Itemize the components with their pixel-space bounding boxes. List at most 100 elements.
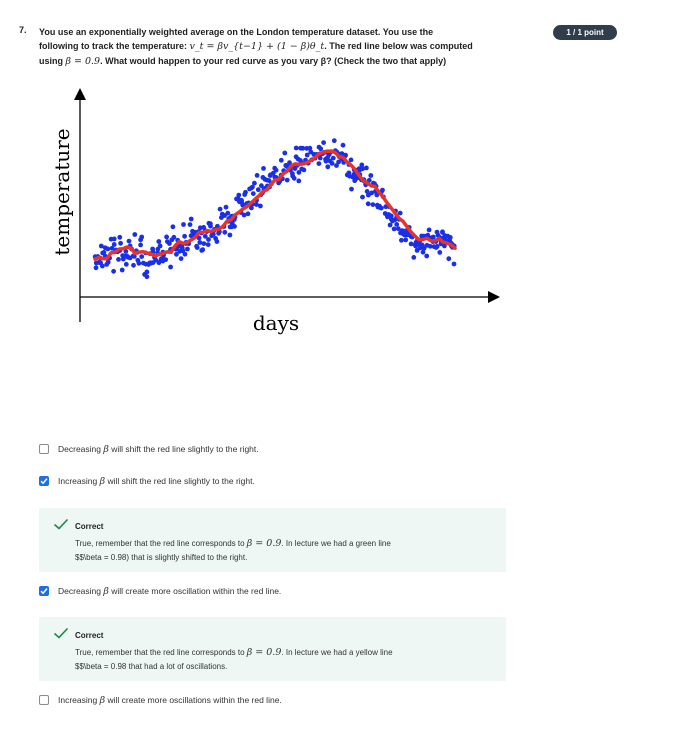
temperature-point xyxy=(144,269,150,275)
scatter-points xyxy=(92,138,457,280)
temperature-point xyxy=(316,161,322,166)
question-text: You use an exponentially weighted averag… xyxy=(39,25,509,69)
temperature-point xyxy=(163,257,169,262)
x-axis-arrow xyxy=(488,291,500,303)
option-decrease-beta-more-oscillation[interactable]: Decreasing β will create more oscillatio… xyxy=(39,584,281,598)
temperature-point xyxy=(118,240,123,246)
temperature-point xyxy=(217,206,223,212)
temperature-point xyxy=(245,211,251,217)
temperature-point xyxy=(200,247,206,253)
checkbox-option-4[interactable] xyxy=(39,695,49,705)
x-axis-label: days xyxy=(253,311,299,335)
temperature-point xyxy=(236,192,242,198)
temperature-point xyxy=(131,254,137,259)
red-ewa-line xyxy=(93,149,457,261)
option-1-label-prefix: Decreasing xyxy=(58,443,104,454)
feedback-line-1: True, remember that the red line corresp… xyxy=(75,537,495,551)
temperature-point xyxy=(403,237,409,243)
temperature-point xyxy=(451,261,457,267)
temperature-point xyxy=(197,240,203,245)
checkbox-option-2[interactable] xyxy=(39,476,49,486)
temperature-point xyxy=(427,243,433,249)
temperature-point xyxy=(370,202,376,207)
temperature-point xyxy=(293,145,299,151)
question-line-1: You use an exponentially weighted averag… xyxy=(39,27,434,37)
temperature-point xyxy=(255,187,261,193)
temperature-point xyxy=(336,159,341,165)
question-line-2: following to track the temperature: v_t … xyxy=(39,39,509,54)
temperature-point xyxy=(388,213,394,219)
temperature-point xyxy=(188,216,194,222)
temperature-point xyxy=(123,261,129,267)
temperature-point xyxy=(360,166,366,172)
temperature-point xyxy=(364,189,370,194)
temperature-point xyxy=(105,259,111,265)
temperature-point xyxy=(296,170,302,175)
temperature-point xyxy=(182,233,188,239)
beta-value: β = 0.9 xyxy=(246,538,282,549)
temperature-point xyxy=(304,152,310,158)
temperature-point xyxy=(340,142,346,148)
feedback-line-1-suffix: . In lecture we had a yellow line xyxy=(281,648,393,657)
temperature-point xyxy=(321,140,326,145)
temperature-point xyxy=(111,268,116,274)
checkmark-icon xyxy=(40,478,48,485)
feedback-title: Correct xyxy=(75,631,104,640)
checkbox-option-1[interactable] xyxy=(39,444,49,454)
temperature-point xyxy=(290,171,295,177)
temperature-point xyxy=(301,167,307,173)
option-increase-beta-more-oscillation[interactable]: Increasing β will create more oscillatio… xyxy=(39,693,282,707)
temperature-point xyxy=(325,164,331,170)
correct-check-icon xyxy=(53,518,69,530)
beta-symbol: β xyxy=(99,475,106,487)
option-4-label: Increasing β will create more oscillatio… xyxy=(58,695,282,706)
temperature-point xyxy=(223,204,229,210)
beta-symbol: β xyxy=(103,443,109,455)
question-line-3-text: using xyxy=(39,56,66,66)
temperature-point xyxy=(378,205,384,211)
temperature-point xyxy=(170,224,176,230)
temperature-point xyxy=(131,262,136,268)
temperature-point xyxy=(185,246,190,252)
correct-check-icon xyxy=(53,627,69,639)
temperature-point xyxy=(399,228,405,234)
temperature-point xyxy=(156,239,162,244)
feedback-option-3: Correct True, remember that the red line… xyxy=(39,617,506,681)
temperature-point xyxy=(116,257,121,262)
checkbox-option-3[interactable] xyxy=(39,586,49,596)
option-3-label-suffix: will create more oscillation within the … xyxy=(108,585,282,596)
temperature-point xyxy=(334,163,339,168)
temperature-point xyxy=(380,187,385,193)
temperature-point xyxy=(323,158,329,164)
temperature-point xyxy=(292,166,298,171)
feedback-body: True, remember that the red line corresp… xyxy=(75,537,495,565)
temperature-point xyxy=(300,145,306,151)
temperature-point xyxy=(240,202,246,208)
feedback-line-1-text: True, remember that the red line corresp… xyxy=(75,539,247,548)
temperature-point xyxy=(254,173,260,178)
option-increase-beta-shift-right[interactable]: Increasing β will shift the red line sli… xyxy=(39,474,255,488)
temperature-point xyxy=(318,146,324,152)
option-4-label-suffix: will create more oscillations within the… xyxy=(105,694,282,705)
temperature-point xyxy=(258,203,263,209)
temperature-point xyxy=(399,237,404,243)
beta-value: β = 0.9 xyxy=(246,647,282,658)
temperature-point xyxy=(187,222,193,228)
question-line-2-suffix: . The red line below was computed xyxy=(324,41,473,51)
question-line-3-suffix: . What would happen to your red curve as… xyxy=(100,56,447,66)
temperature-point xyxy=(232,224,237,229)
temperature-point xyxy=(239,198,245,203)
temperature-point xyxy=(420,249,426,255)
option-2-label: Increasing β will shift the red line sli… xyxy=(58,476,255,487)
temperature-point xyxy=(284,177,290,183)
temperature-point xyxy=(273,167,279,173)
temperature-point xyxy=(210,231,216,237)
temperature-figure: temperature days xyxy=(50,88,500,335)
temperature-point xyxy=(259,183,264,189)
temperature-point xyxy=(287,160,292,166)
temperature-point xyxy=(270,170,276,176)
question-number: 7. xyxy=(19,25,27,35)
temperature-point xyxy=(196,235,202,241)
option-decrease-beta-shift-right[interactable]: Decreasing β will shift the red line sli… xyxy=(39,442,259,456)
temperature-point xyxy=(105,246,111,252)
